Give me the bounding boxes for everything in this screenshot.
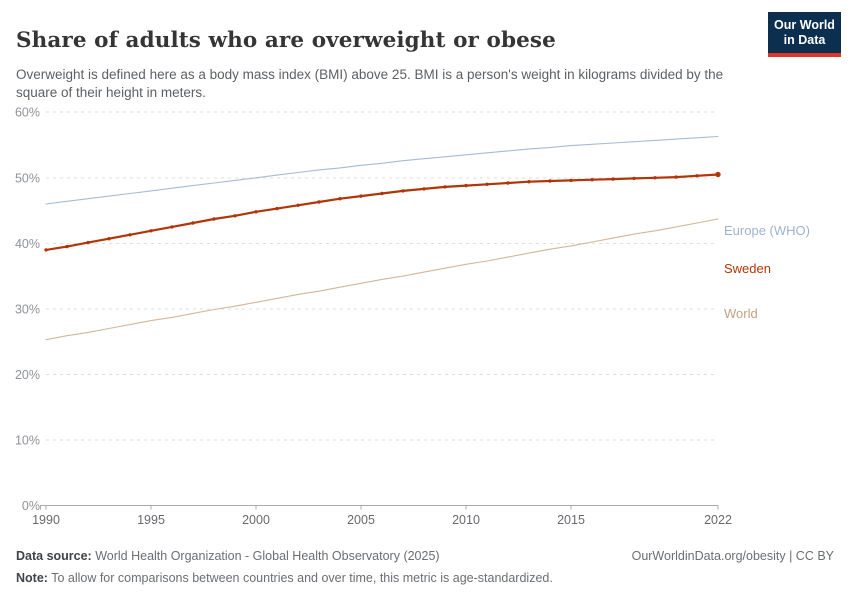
svg-text:30%: 30% <box>15 302 40 316</box>
gridlines <box>46 111 718 441</box>
note-text: To allow for comparisons between countri… <box>47 570 553 585</box>
line-world[interactable] <box>45 218 719 341</box>
svg-text:2015: 2015 <box>557 513 585 527</box>
note-label: Note: <box>16 570 48 585</box>
svg-text:0%: 0% <box>22 499 40 513</box>
line-europe-who-[interactable] <box>45 135 719 205</box>
series-label-sweden[interactable]: Sweden <box>724 260 771 276</box>
y-axis-labels: 0% 10% 20% 30% 40% 50% 60% <box>15 106 40 513</box>
data-source-line: Data source: World Health Organization -… <box>16 546 834 568</box>
owid-link[interactable]: OurWorldinData.org/obesity | CC BY <box>631 549 834 563</box>
line-sweden[interactable] <box>44 173 720 251</box>
markers-sweden <box>44 171 721 252</box>
svg-text:1995: 1995 <box>137 513 165 527</box>
owid-logo-line1: Our World <box>774 17 835 32</box>
svg-text:40%: 40% <box>15 237 40 251</box>
svg-text:2022: 2022 <box>704 513 732 527</box>
owid-logo-line2: in Data <box>783 32 826 47</box>
series-label-world[interactable]: World <box>724 305 758 321</box>
chart-area[interactable]: 0% 10% 20% 30% 40% 50% 60% 1990 1995 2000 2005 2010… <box>0 95 850 540</box>
plot-svg[interactable]: 0% 10% 20% 30% 40% 50% 60% 1990 1995 2000 2005 2010… <box>0 95 850 540</box>
data-source-label: Data source: <box>16 549 92 563</box>
chart-footer: Data source: World Health Organization -… <box>16 546 834 589</box>
series-label-europe-who[interactable]: Europe (WHO) <box>724 222 810 238</box>
page-title: Share of adults who are overweight or ob… <box>16 28 556 54</box>
svg-text:50%: 50% <box>15 171 40 185</box>
svg-text:60%: 60% <box>15 106 40 120</box>
x-axis: 1990 1995 2000 2005 2010 2015 2022 <box>32 505 732 527</box>
svg-text:2005: 2005 <box>347 513 375 527</box>
svg-text:10%: 10% <box>15 433 40 447</box>
note-line: Note: To allow for comparisons between c… <box>16 568 834 590</box>
svg-text:1990: 1990 <box>32 513 60 527</box>
svg-text:2010: 2010 <box>452 513 480 527</box>
svg-text:20%: 20% <box>15 368 40 382</box>
owid-logo: Our World in Data <box>768 12 841 57</box>
chart-subtitle: Overweight is defined here as a body mas… <box>16 66 724 100</box>
data-source-text: World Health Organization - Global Healt… <box>91 549 440 563</box>
svg-text:2000: 2000 <box>242 513 270 527</box>
